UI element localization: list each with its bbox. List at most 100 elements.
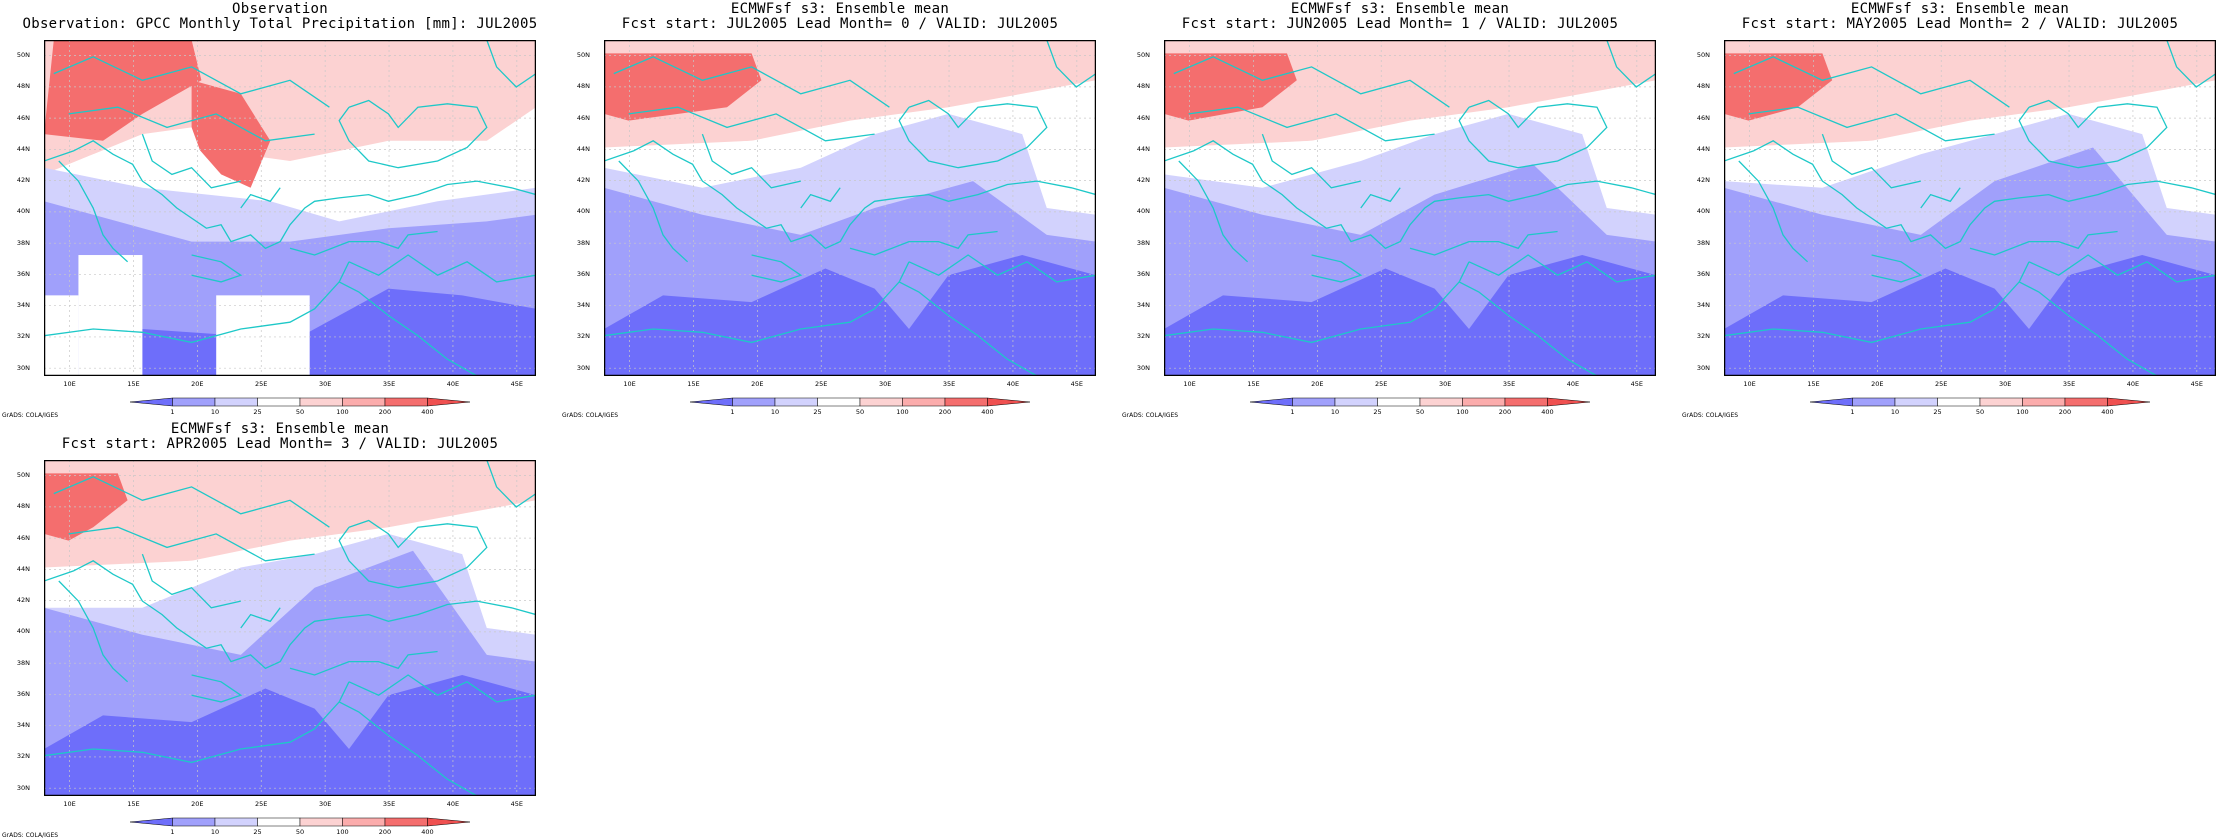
coastline: [751, 254, 803, 283]
colorbar-arrow-high: [427, 397, 471, 407]
coastline: [289, 650, 438, 676]
colorbar-arrow-high: [427, 817, 471, 827]
lon-tick-label: 20E: [1871, 380, 1884, 388]
lat-tick-label: 30N: [576, 363, 590, 372]
coastline: [849, 230, 998, 256]
lat-tick-label: 30N: [1136, 363, 1150, 372]
colorbar-swatch: [1419, 397, 1463, 407]
map-frame: [44, 460, 536, 796]
lat-tick-label: 42N: [16, 596, 30, 605]
precip-area-light-red: [44, 460, 536, 568]
lon-tick-label: 15E: [1247, 380, 1260, 388]
lat-tick-label: 46N: [1136, 113, 1150, 122]
panel-title-line1: Observation: [231, 1, 329, 17]
panel-title-line2: Fcst start: MAY2005 Lead Month= 2 / VALI…: [1741, 16, 2179, 32]
colorbar-label: 200: [378, 408, 392, 416]
lat-tick-label: 38N: [1696, 238, 1710, 247]
coastline: [1261, 133, 1361, 189]
coastline: [1164, 140, 1656, 250]
grads-credit: GrADS: COLA/IGES: [2, 412, 59, 419]
panel-title-line2: Fcst start: JUN2005 Lead Month= 1 / VALI…: [1181, 16, 1619, 32]
colorbar-swatch: [384, 817, 428, 827]
lon-tick-label: 20E: [1311, 380, 1324, 388]
colorbar-label: 10: [1330, 408, 1340, 416]
lon-tick-label: 35E: [942, 380, 956, 388]
missing-data-box: [216, 295, 310, 376]
panel-title-line1: ECMWFsf s3: Ensemble mean: [1290, 1, 1510, 17]
precip-area-dark-blue: [604, 255, 1096, 376]
colorbar-swatch: [1292, 397, 1336, 407]
colorbar-swatch: [1377, 397, 1421, 407]
colorbar-arrow-low: [129, 817, 173, 827]
lon-tick-label: 45E: [510, 380, 524, 388]
colorbar-label: 50: [295, 408, 305, 416]
coastline: [1724, 261, 2030, 344]
colorbar-swatch: [902, 397, 946, 407]
coastline: [908, 254, 1096, 283]
coastline: [141, 553, 241, 609]
lat-tick-label: 40N: [1136, 207, 1150, 216]
colorbar-swatch: [172, 817, 216, 827]
panel-title-line1: ECMWFsf s3: Ensemble mean: [170, 421, 390, 437]
colorbar-label: 200: [938, 408, 952, 416]
colorbar-swatch: [299, 817, 343, 827]
lat-tick-label: 30N: [1696, 363, 1710, 372]
coastline: [2018, 281, 2158, 376]
coastline: [604, 140, 1096, 250]
lon-tick-label: 40E: [446, 800, 460, 808]
lon-tick-label: 15E: [127, 800, 140, 808]
colorbar-label: 100: [1456, 408, 1469, 416]
coastline: [1409, 230, 1558, 256]
lon-tick-label: 40E: [1566, 380, 1580, 388]
lon-tick-label: 45E: [2190, 380, 2204, 388]
coastline: [486, 40, 536, 88]
lat-tick-label: 44N: [1136, 144, 1150, 153]
lat-tick-label: 46N: [16, 113, 30, 122]
coastline: [1311, 254, 1363, 283]
map-frame: [1164, 40, 1656, 376]
lat-tick-label: 48N: [16, 502, 30, 511]
lon-tick-label: 25E: [255, 380, 268, 388]
lat-tick-label: 50N: [576, 51, 590, 60]
lon-tick-label: 10E: [1743, 380, 1756, 388]
colorbar: [129, 817, 471, 827]
precip-area-light-red: [1724, 40, 2216, 148]
coastline: [240, 187, 281, 209]
lat-tick-label: 50N: [1136, 51, 1150, 60]
colorbar-label: 100: [896, 408, 909, 416]
map-panel-3: ECMWFsf s3: Ensemble mean Fcst start: JUN…: [1120, 0, 1680, 420]
coastline: [1360, 187, 1401, 209]
coastline: [44, 261, 350, 344]
lat-tick-label: 36N: [1136, 269, 1150, 278]
colorbar-arrow-low: [689, 397, 733, 407]
coastline: [1164, 261, 1470, 344]
colorbar-swatch: [2022, 397, 2066, 407]
missing-data-box: [78, 255, 143, 376]
coastline: [1748, 106, 1995, 142]
lat-tick-label: 34N: [1136, 301, 1150, 310]
coastline: [44, 560, 536, 670]
precip-map: [1724, 40, 2216, 376]
lat-tick-label: 48N: [1136, 82, 1150, 91]
colorbar-swatch: [1462, 397, 1506, 407]
lon-tick-label: 25E: [1935, 380, 1948, 388]
map-panel-5: ECMWFsf s3: Ensemble mean Fcst start: APR…: [0, 420, 560, 840]
lon-tick-label: 35E: [1502, 380, 1516, 388]
lon-tick-label: 45E: [1630, 380, 1644, 388]
lon-tick-label: 30E: [878, 380, 892, 388]
lat-tick-label: 44N: [1696, 144, 1710, 153]
coastline: [68, 526, 315, 562]
precip-area-dark-blue: [1164, 255, 1656, 376]
colorbar-swatch: [732, 397, 776, 407]
colorbar-swatch: [859, 397, 903, 407]
panel-title-line1: ECMWFsf s3: Ensemble mean: [1850, 1, 2070, 17]
colorbar-label: 50: [1415, 408, 1425, 416]
coastline: [1458, 281, 1598, 376]
colorbar-swatch: [2064, 397, 2108, 407]
lat-tick-label: 46N: [1696, 113, 1710, 122]
lat-tick-label: 38N: [16, 658, 30, 667]
colorbar-swatch: [1504, 397, 1548, 407]
precip-area-red: [1724, 53, 1833, 121]
colorbar-label: 1: [170, 408, 175, 416]
colorbar-label: 50: [855, 408, 865, 416]
